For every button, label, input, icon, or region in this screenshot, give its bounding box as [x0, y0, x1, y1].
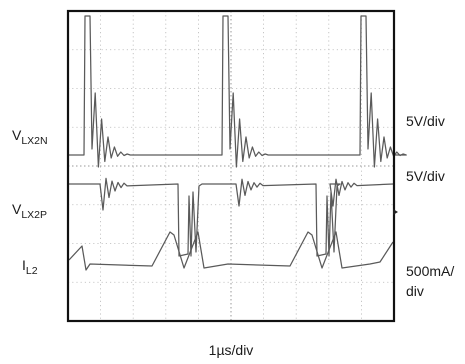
vlx2n-label: VLX2N: [12, 127, 48, 147]
il2-label-main: I: [22, 257, 26, 273]
vlx2p-scale: 5V/div: [406, 168, 445, 184]
traces: [68, 15, 407, 271]
vlx2n-trace: [69, 15, 407, 168]
time-scale-label: 1µs/div: [209, 342, 254, 358]
il2-label: IL2: [22, 257, 38, 277]
vlx2p-label-main: V: [12, 201, 22, 217]
il2-trace: [68, 231, 394, 271]
right-edge-marker: [393, 209, 398, 215]
il2-scale-line1: 500mA/: [406, 263, 454, 279]
il2-label-sub: L2: [26, 265, 38, 277]
vlx2p-label-sub: LX2P: [21, 209, 47, 221]
plot-frame: [66, 9, 396, 323]
vlx2p-trace: [69, 177, 394, 257]
vlx2n-scale: 5V/div: [406, 113, 445, 129]
vlx2n-label-sub: LX2N: [21, 135, 47, 147]
vlx2n-label-main: V: [12, 127, 22, 143]
vlx2p-label: VLX2P: [12, 201, 47, 221]
plot-background: [68, 11, 394, 321]
il2-scale-line2: div: [406, 283, 424, 299]
